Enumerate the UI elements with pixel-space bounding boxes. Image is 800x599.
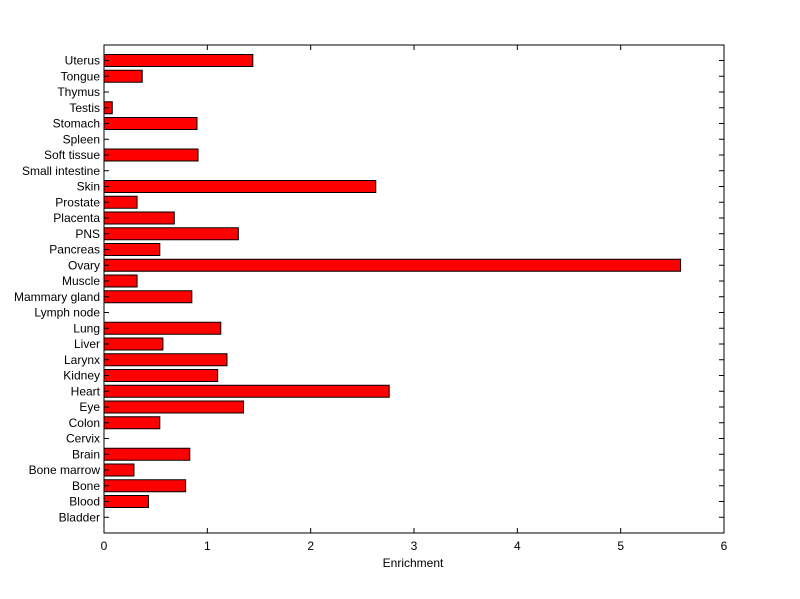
bar-pns	[103, 227, 239, 241]
bar-mammary-gland	[103, 290, 193, 304]
bar-stomach	[103, 117, 198, 130]
y-tick-label-heart: Heart	[71, 384, 101, 398]
y-tick-label-testis: Testis	[69, 101, 100, 115]
bar-tongue	[103, 69, 143, 83]
y-tick-label-prostate: Prostate	[55, 195, 100, 209]
bar-colon	[103, 416, 161, 430]
y-tick-label-spleen: Spleen	[63, 132, 100, 146]
bar-heart	[103, 384, 390, 398]
bar-pancreas	[103, 243, 161, 256]
y-tick-label-small-intestine: Small intestine	[22, 164, 100, 178]
bar-eye	[103, 400, 244, 414]
x-tick-label-2: 2	[307, 539, 314, 553]
x-tick-label-6: 6	[721, 539, 728, 553]
x-tick-label-0: 0	[101, 539, 108, 553]
y-tick-label-bone: Bone	[72, 479, 100, 493]
y-tick-label-colon: Colon	[69, 416, 100, 430]
y-tick-label-blood: Blood	[69, 495, 100, 509]
y-tick-label-lung: Lung	[73, 321, 100, 335]
x-tick-label-1: 1	[204, 539, 211, 553]
y-tick-label-liver: Liver	[74, 337, 100, 351]
y-tick-label-pancreas: Pancreas	[49, 243, 100, 257]
y-tick-label-thymus: Thymus	[57, 85, 100, 99]
bar-liver	[103, 337, 164, 351]
x-axis-title: Enrichment	[383, 556, 444, 570]
y-tick-label-uterus: Uterus	[65, 54, 100, 68]
y-tick-label-pns: PNS	[75, 227, 100, 241]
x-tick-label-5: 5	[617, 539, 624, 553]
y-tick-label-ovary: Ovary	[68, 258, 100, 272]
y-tick-label-cervix: Cervix	[66, 432, 100, 446]
y-tick-label-brain: Brain	[72, 447, 100, 461]
y-tick-label-placenta: Placenta	[53, 211, 100, 225]
x-tick-label-4: 4	[514, 539, 521, 553]
y-tick-label-mammary-gland: Mammary gland	[14, 290, 100, 304]
y-tick-label-soft-tissue: Soft tissue	[44, 148, 100, 162]
bar-placenta	[103, 211, 175, 225]
y-tick-label-kidney: Kidney	[63, 369, 100, 383]
bar-blood	[103, 495, 149, 508]
bars-group	[103, 54, 682, 508]
bar-lung	[103, 321, 222, 335]
y-tick-label-muscle: Muscle	[62, 274, 100, 288]
bar-brain	[103, 447, 191, 461]
y-tick-label-skin: Skin	[77, 180, 100, 194]
bar-soft-tissue	[103, 148, 199, 162]
y-tick-label-tongue: Tongue	[61, 69, 101, 83]
bar-kidney	[103, 369, 219, 382]
bar-larynx	[103, 353, 228, 367]
y-tick-label-bone-marrow: Bone marrow	[29, 463, 101, 477]
bar-uterus	[103, 54, 254, 67]
y-tick-label-lymph-node: Lymph node	[34, 306, 100, 320]
y-tick-label-stomach: Stomach	[53, 117, 100, 131]
y-tick-label-larynx: Larynx	[64, 353, 100, 367]
x-tick-label-3: 3	[411, 539, 418, 553]
y-tick-label-bladder: Bladder	[59, 510, 100, 524]
y-tick-label-eye: Eye	[79, 400, 100, 414]
ticks-group	[103, 45, 725, 533]
bar-bone	[103, 479, 187, 493]
bar-skin	[103, 180, 377, 193]
bar-ovary	[103, 258, 682, 272]
